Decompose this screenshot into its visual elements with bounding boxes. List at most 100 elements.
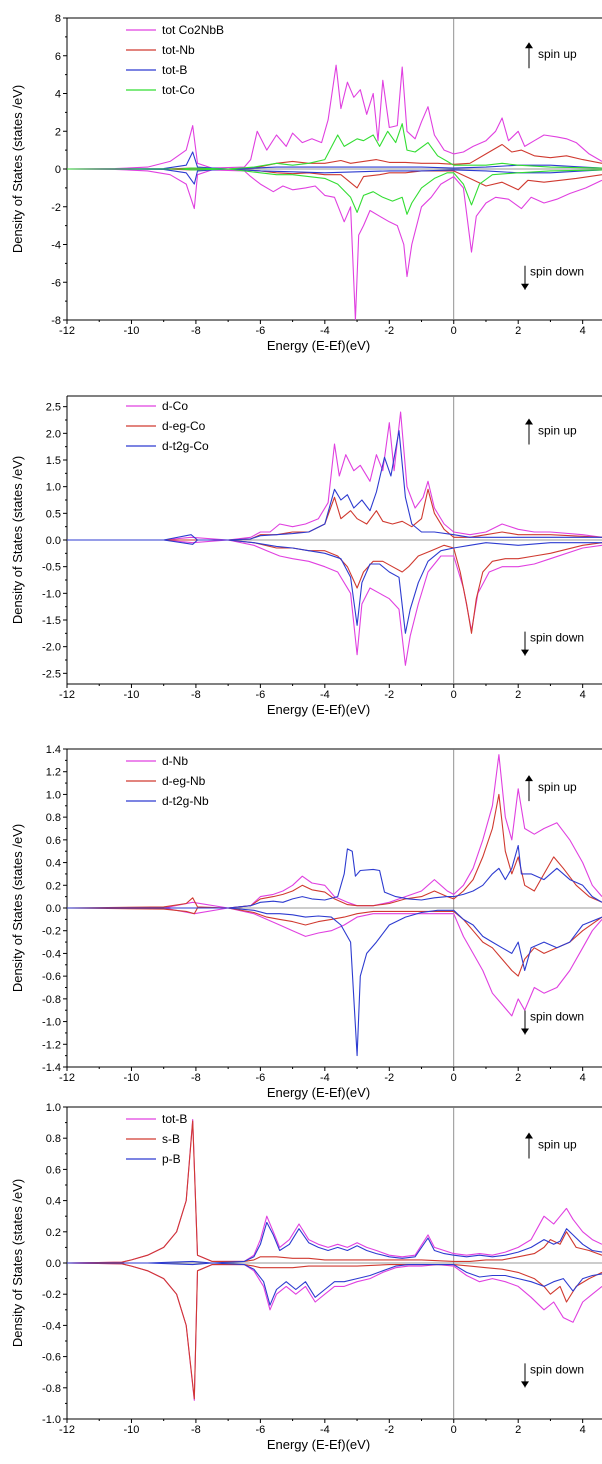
x-tick-label: -8 — [191, 325, 201, 337]
x-tick-label: 4 — [580, 1072, 586, 1084]
x-tick-label: 0 — [451, 1424, 457, 1436]
x-tick-label: -2 — [384, 689, 394, 701]
x-tick-label: 2 — [515, 325, 521, 337]
series-4-up-line — [67, 123, 602, 170]
y-tick-label: -4 — [51, 240, 61, 252]
x-axis-title: Energy (E-Ef)(eV) — [267, 338, 370, 353]
series-3-up-line — [67, 151, 602, 170]
series-group — [67, 64, 602, 320]
spin-up-label: spin up — [538, 424, 577, 438]
y-tick-label: -1.0 — [42, 1017, 61, 1029]
x-tick-label: -10 — [124, 689, 140, 701]
series-2-up-line — [67, 488, 602, 541]
series-4-down-line — [67, 168, 602, 215]
dos-panel-4: -12 -10 -8 -6 -4 -2 0 2 4 -1.0 -0.8 -0.6 -0.4 -0.2 0.0… — [10, 1102, 602, 1452]
series-3-down-line — [67, 539, 602, 634]
y-tick-label: 1.0 — [46, 789, 61, 801]
y-tick-label: 1.2 — [46, 767, 61, 779]
x-tick-label: -10 — [124, 1072, 140, 1084]
x-tick-label: 4 — [580, 689, 586, 701]
y-tick-label: -2.0 — [42, 642, 61, 654]
spin-down-arrowhead — [521, 1028, 529, 1035]
y-tick-label: 0.0 — [46, 535, 61, 547]
x-axis-title: Energy (E-Ef)(eV) — [267, 1085, 370, 1100]
series-1-down-line — [67, 1262, 602, 1401]
x-tick-label: 4 — [580, 1424, 586, 1436]
x-tick-label: -4 — [320, 325, 330, 337]
x-tick-label: 2 — [515, 689, 521, 701]
y-tick-label: 0.4 — [46, 858, 61, 870]
y-axis-title: Density of States (states /eV) — [10, 824, 25, 992]
spin-down-label: spin down — [530, 1362, 584, 1376]
y-tick-label: 0.8 — [46, 1133, 61, 1145]
x-tick-label: -4 — [320, 689, 330, 701]
x-tick-label: 0 — [451, 1072, 457, 1084]
y-tick-label: 0.6 — [46, 1164, 61, 1176]
series-1-down-line — [67, 907, 602, 1017]
y-axis-title: Density of States (states /eV) — [10, 456, 25, 624]
series-1-down-line — [67, 168, 602, 320]
y-tick-label: -0.2 — [42, 1289, 61, 1301]
x-tick-label: 4 — [580, 325, 586, 337]
y-tick-label: 8 — [55, 13, 61, 25]
series-3-up-line — [67, 844, 602, 909]
y-tick-label: -1.4 — [42, 1062, 61, 1074]
series-2-down-line — [67, 539, 602, 634]
y-axis-title: Density of States (states /eV) — [10, 1179, 25, 1347]
y-tick-label: -0.8 — [42, 994, 61, 1006]
spin-down-arrowhead — [521, 1381, 529, 1388]
x-tick-label: 0 — [451, 689, 457, 701]
dos-panel-1: -12 -10 -8 -6 -4 -2 0 2 4 -8 -6 -4 -2 0 2 4 6 8 Energy (E-… — [10, 13, 602, 353]
spin-down-arrowhead — [521, 283, 529, 290]
x-tick-label: -10 — [124, 325, 140, 337]
x-tick-label: -6 — [255, 689, 265, 701]
y-tick-label: -0.8 — [42, 1383, 61, 1395]
y-tick-label: 0.8 — [46, 812, 61, 824]
y-tick-label: -0.2 — [42, 926, 61, 938]
x-tick-label: -4 — [320, 1424, 330, 1436]
dos-panel-2: -12 -10 -8 -6 -4 -2 0 2 4 -2.5 -2.0 -1.5 -1.0 -0.5 0.0… — [10, 395, 602, 717]
legend-label: d-Nb — [162, 754, 188, 768]
spin-down-label: spin down — [530, 631, 584, 645]
x-tick-label: -12 — [59, 1424, 75, 1436]
y-tick-label: -1.0 — [42, 588, 61, 600]
y-tick-label: 0.2 — [46, 880, 61, 892]
x-tick-label: 0 — [451, 325, 457, 337]
legend-label: tot-B — [162, 63, 187, 77]
x-tick-label: -12 — [59, 689, 75, 701]
legend-label: d-t2g-Nb — [162, 794, 209, 808]
x-tick-label: -8 — [191, 689, 201, 701]
x-tick-label: -12 — [59, 325, 75, 337]
x-axis-title: Energy (E-Ef)(eV) — [267, 702, 370, 717]
legend-label: p-B — [162, 1152, 181, 1166]
series-2-down-line — [67, 1262, 602, 1400]
y-tick-label: -0.6 — [42, 1352, 61, 1364]
series-1-up-line — [67, 1118, 602, 1264]
spin-down-label: spin down — [530, 265, 584, 279]
y-tick-label: -0.4 — [42, 948, 61, 960]
series-1-up-line — [67, 754, 602, 909]
series-2-down-line — [67, 907, 602, 977]
y-tick-label: -2 — [51, 202, 61, 214]
y-tick-label: 4 — [55, 89, 61, 101]
series-1-up-line — [67, 411, 602, 541]
series-2-up-line — [67, 793, 602, 909]
x-tick-label: 2 — [515, 1072, 521, 1084]
y-tick-label: 0.0 — [46, 903, 61, 915]
y-tick-label: 0.2 — [46, 1227, 61, 1239]
y-tick-label: 6 — [55, 51, 61, 63]
y-tick-label: -0.4 — [42, 1320, 61, 1332]
legend-label: tot-Co — [162, 83, 195, 97]
series-2-up-line — [67, 1120, 602, 1264]
legend-label: d-eg-Nb — [162, 774, 206, 788]
y-tick-label: 2.0 — [46, 428, 61, 440]
spin-down-arrowhead — [521, 649, 529, 656]
y-tick-label: 0 — [55, 164, 61, 176]
y-tick-label: -1.0 — [42, 1414, 61, 1426]
y-tick-label: 1.5 — [46, 455, 61, 467]
series-3-up-line — [67, 430, 602, 541]
legend-label: s-B — [162, 1132, 180, 1146]
x-tick-label: -8 — [191, 1072, 201, 1084]
y-tick-label: -1.5 — [42, 615, 61, 627]
